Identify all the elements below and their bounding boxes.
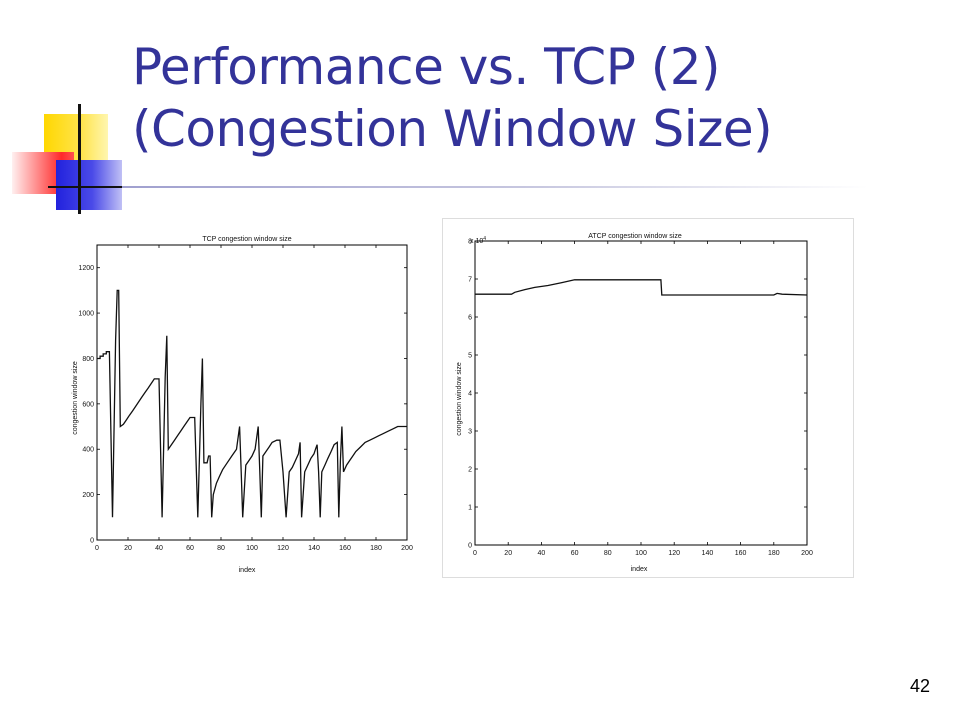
x-axis-label: index — [631, 566, 648, 573]
y-tick-label: 1000 — [78, 311, 94, 318]
slide-title-line2: (Congestion Window Size) — [132, 100, 773, 158]
slide-title-line1: Performance vs. TCP (2) — [132, 38, 721, 96]
x-tick-label: 120 — [277, 545, 289, 552]
y-tick-label: 3 — [468, 429, 472, 436]
decorative-vertical-line — [78, 104, 81, 214]
tcp-congestion-chart: TCP congestion window size index congest… — [72, 236, 413, 574]
atcp-congestion-chart: ATCP congestion window size index conges… — [456, 233, 813, 573]
y-tick-label: 2 — [468, 467, 472, 474]
tcp-chart-panel: TCP congestion window size index congest… — [60, 220, 420, 580]
y-tick-label: 1 — [468, 505, 472, 512]
y-multiplier-exponent: 4 — [483, 236, 486, 242]
x-tick-label: 180 — [370, 545, 382, 552]
y-axis-label: congestion window size — [72, 361, 79, 435]
x-tick-label: 0 — [473, 550, 477, 557]
chart-title: TCP congestion window size — [202, 236, 291, 243]
series-line — [475, 279, 808, 296]
x-tick-label: 140 — [308, 545, 320, 552]
x-tick-label: 40 — [155, 545, 163, 552]
x-tick-label: 160 — [339, 545, 351, 552]
y-tick-label: 6 — [468, 315, 472, 322]
plot-area: 0 20 40 60 80 100 120 140 160 180 200 0 200 400 600 800… — [78, 244, 413, 552]
y-tick-label: 600 — [82, 401, 94, 408]
x-tick-label: 180 — [768, 550, 780, 557]
decorative-horizontal-line — [48, 186, 122, 188]
y-tick-label: 0 — [90, 538, 94, 545]
y-tick-label: 400 — [82, 447, 94, 454]
x-tick-label: 100 — [635, 550, 647, 557]
y-tick-label: 5 — [468, 353, 472, 360]
plot-frame — [474, 240, 808, 546]
y-tick-label: 8 — [468, 239, 472, 246]
y-tick-label: 4 — [468, 391, 472, 398]
y-tick-label: 7 — [468, 277, 472, 284]
x-tick-label: 80 — [217, 545, 225, 552]
x-tick-label: 20 — [124, 545, 132, 552]
x-tick-label: 100 — [246, 545, 258, 552]
chart-title: ATCP congestion window size — [588, 233, 682, 240]
x-tick-label: 160 — [735, 550, 747, 557]
x-tick-label: 200 — [401, 545, 413, 552]
title-underline — [48, 186, 868, 188]
x-tick-label: 120 — [668, 550, 680, 557]
y-tick-label: 1200 — [78, 265, 94, 272]
x-tick-label: 80 — [604, 550, 612, 557]
x-tick-label: 60 — [186, 545, 194, 552]
plot-frame — [96, 244, 408, 541]
plot-area: 0 20 40 60 80 100 120 140 160 180 200 0 1 2 3 4 5 6 7 8 — [468, 239, 813, 558]
y-tick-label: 800 — [82, 356, 94, 363]
page-number: 42 — [909, 676, 930, 696]
y-tick-label: 0 — [468, 543, 472, 550]
x-tick-label: 140 — [702, 550, 714, 557]
y-tick-label: 200 — [82, 492, 94, 499]
x-axis-label: index — [239, 567, 256, 574]
x-tick-label: 20 — [504, 550, 512, 557]
decorative-blue-square — [56, 160, 122, 210]
x-tick-label: 60 — [571, 550, 579, 557]
x-tick-label: 200 — [801, 550, 813, 557]
y-axis-label: congestion window size — [456, 362, 463, 436]
slide-title: Performance vs. TCP (2) (Congestion Wind… — [132, 36, 932, 160]
atcp-chart-panel: ATCP congestion window size index conges… — [442, 218, 854, 578]
x-tick-label: 0 — [95, 545, 99, 552]
x-tick-label: 40 — [538, 550, 546, 557]
series-line — [97, 289, 407, 518]
